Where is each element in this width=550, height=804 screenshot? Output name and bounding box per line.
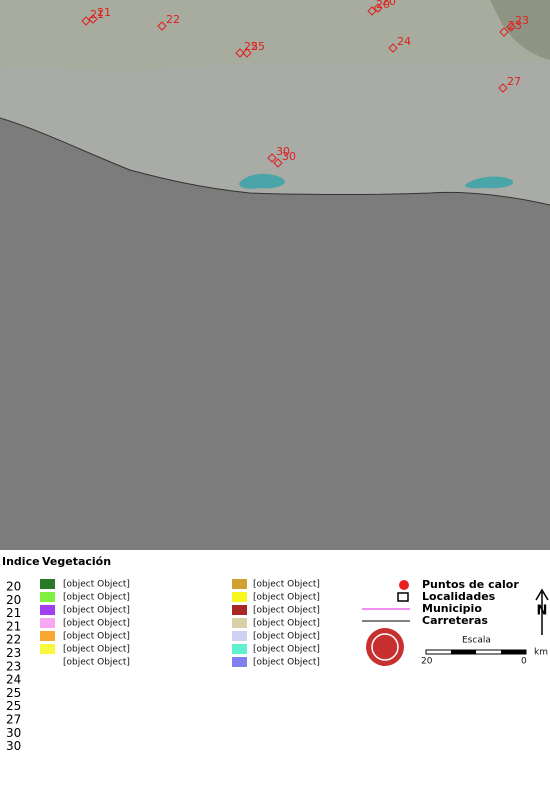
vegetation-texture	[0, 0, 550, 72]
hotspot-label: 20	[376, 0, 390, 11]
hotspot-label: 30	[276, 145, 290, 158]
index-item: 20	[6, 580, 21, 594]
lagoon	[239, 173, 285, 189]
vegetation-swatch	[232, 644, 247, 654]
vegetation-swatch	[232, 618, 247, 628]
index-item: 22	[6, 633, 21, 647]
index-item: 30	[6, 739, 21, 753]
layer-label: Puntos de calor	[422, 578, 519, 591]
hotspot-label: 23	[508, 19, 522, 32]
hotspot-marker	[388, 43, 398, 53]
hotspot-marker	[498, 83, 508, 93]
vegetation-swatch	[232, 657, 247, 667]
vegetation-label: [object Object]	[63, 632, 130, 642]
index-item: 21	[6, 619, 21, 633]
vegetation-swatch	[232, 579, 247, 589]
hotspot-marker	[373, 3, 383, 13]
layer-label: Localidades	[422, 590, 496, 603]
vegetation-label: [object Object]	[253, 619, 320, 629]
hotspot-marker	[157, 21, 167, 31]
vegetation-swatch	[232, 592, 247, 602]
index-title: Indice	[2, 555, 40, 568]
vegetation-swatch	[40, 618, 55, 628]
scale-unit: km	[534, 648, 548, 658]
hotspot-marker	[273, 158, 283, 168]
vegetation-label: [object Object]	[63, 593, 130, 603]
vegetation-label: [object Object]	[63, 580, 130, 590]
hotspot-label: 30	[282, 150, 296, 163]
vegetation-swatch	[40, 592, 55, 602]
scale-bar-segment	[451, 650, 476, 654]
mountains	[490, 0, 550, 60]
hotspot-marker	[267, 153, 277, 163]
vegetation-swatch	[232, 605, 247, 615]
hotspot-label: 25	[251, 40, 265, 53]
index-item: 27	[6, 713, 21, 727]
index-item: 25	[6, 699, 21, 713]
hotspot-marker	[235, 48, 245, 58]
scale-right: 0	[521, 657, 527, 667]
vegetation-label: [object Object]	[63, 619, 130, 629]
vegetation-label: [object Object]	[253, 580, 320, 590]
scale-bar-segment	[501, 650, 526, 654]
vegetation-label: [object Object]	[63, 606, 130, 616]
vegetation-label: [object Object]	[63, 645, 130, 655]
index-item: 25	[6, 686, 21, 700]
hotspot-marker	[88, 14, 98, 24]
vegetation-label: [object Object]	[253, 606, 320, 616]
vegetation-swatch	[40, 579, 55, 589]
scale-title: Escala	[462, 636, 491, 646]
hotspot-label: 20	[382, 0, 396, 8]
index-item: 20	[6, 593, 21, 607]
hotspot-label: 23	[515, 14, 529, 27]
hotspot-marker	[81, 16, 91, 26]
index-item: 30	[6, 726, 21, 740]
vegetation-label: [object Object]	[253, 632, 320, 642]
index-item: 21	[6, 606, 21, 620]
vegetation-label: [object Object]	[253, 658, 320, 668]
lagoon	[465, 176, 514, 189]
north-label: N	[537, 604, 548, 619]
coastline	[0, 117, 550, 206]
hotspot-marker	[499, 27, 509, 37]
hotspot-marker	[367, 6, 377, 16]
scale-left: 20	[421, 657, 433, 667]
vegetation-label: [object Object]	[253, 645, 320, 655]
layer-label: Carreteras	[422, 614, 488, 627]
vegetation-label: [object Object]	[63, 658, 130, 668]
hotspot-label: 21	[97, 6, 111, 19]
vegetation-swatch	[40, 605, 55, 615]
north-arrow-head	[535, 588, 549, 601]
layer-label: Municipio	[422, 602, 482, 615]
hotspot-label: 21	[90, 8, 104, 21]
hotspot-label: 22	[166, 13, 180, 26]
index-item: 23	[6, 659, 21, 673]
hotspot-label: 24	[397, 35, 411, 48]
vegetation-swatch	[232, 631, 247, 641]
locality-symbol	[397, 592, 409, 602]
index-item: 23	[6, 646, 21, 660]
logo-ring	[371, 633, 399, 661]
hotspot-marker	[242, 48, 252, 58]
hotspot-marker	[506, 22, 516, 32]
vegetation-label: [object Object]	[253, 593, 320, 603]
hotspot-label: 27	[507, 75, 521, 88]
vegetation-title: Vegetación	[42, 555, 111, 568]
hotspot-symbol	[399, 580, 409, 590]
vegetation-swatch	[40, 644, 55, 654]
vegetation-swatch	[40, 631, 55, 641]
index-item: 24	[6, 673, 21, 687]
